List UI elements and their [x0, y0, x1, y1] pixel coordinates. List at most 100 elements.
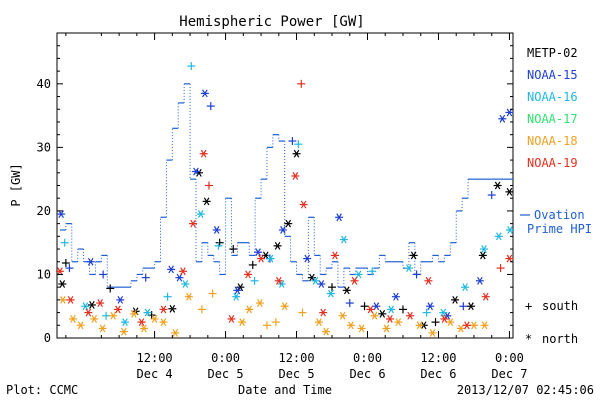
north-marker: [317, 280, 326, 288]
x-tick-label-time: 12:00: [420, 351, 456, 365]
north-marker: [199, 149, 208, 158]
legend-entry: NOAA-16: [527, 90, 578, 104]
south-marker: [102, 311, 111, 320]
north-marker: [338, 311, 347, 320]
north-marker: [505, 254, 514, 263]
north-marker: [330, 251, 339, 260]
south-marker: [328, 283, 337, 292]
south-marker: [187, 62, 196, 71]
south-marker: [294, 140, 303, 149]
north-marker: [382, 324, 391, 333]
south-marker: [298, 308, 307, 317]
x-tick-label-time: 0:00: [495, 351, 524, 365]
north-marker: [461, 283, 470, 292]
north-marker: [394, 318, 403, 327]
north-marker: [469, 321, 478, 330]
north-marker: [236, 283, 245, 292]
north-marker: [342, 286, 351, 295]
north-marker: [426, 302, 435, 311]
south-marker: [262, 321, 271, 330]
north-marker: [481, 292, 490, 301]
south-marker: [60, 238, 69, 247]
south-marker: [288, 137, 297, 146]
y-axis: 0 10 20 30 40: [37, 32, 513, 345]
south-marker: [297, 79, 306, 88]
north-marker: [178, 267, 187, 276]
x-tick-label-date: Dec 5: [278, 367, 314, 381]
north-marker: [171, 328, 180, 337]
north-marker: [168, 304, 177, 313]
north-marker: [254, 248, 263, 257]
north-marker: [58, 280, 67, 288]
south-marker: [487, 191, 496, 200]
south-marker: [248, 260, 257, 269]
north-marker: [409, 251, 418, 260]
north-marker: [55, 267, 64, 276]
north-marker: [440, 315, 449, 323]
north-marker: [404, 264, 413, 273]
north-marker: [58, 295, 67, 304]
north-marker: [196, 210, 205, 219]
north-marker: [451, 295, 460, 304]
north-marker: [505, 187, 514, 196]
y-tick-label: 40: [37, 77, 51, 91]
north-marker: [370, 311, 379, 320]
north-marker: [137, 318, 146, 327]
north-marker: [462, 321, 471, 330]
south-marker: [65, 264, 74, 273]
legend-entry: NOAA-18: [527, 134, 578, 148]
north-marker: [255, 299, 264, 307]
north-marker: [189, 219, 198, 228]
north-marker: [227, 315, 236, 323]
x-tick-label-date: Dec 7: [491, 367, 527, 381]
north-marker: [335, 213, 344, 222]
north-marker: [116, 295, 125, 304]
satellite-markers: [55, 62, 515, 337]
ovation-legend-label-1: Ovation: [534, 208, 585, 222]
north-marker: [191, 167, 200, 176]
north-marker: [159, 318, 168, 327]
north-marker: [446, 318, 455, 327]
plot-credit: Plot: CCMC: [6, 383, 78, 397]
north-marker: [339, 235, 348, 244]
south-marker: [163, 292, 172, 301]
north-marker: [307, 273, 316, 282]
north-marker: [505, 108, 514, 117]
y-tick-label: 30: [37, 140, 51, 154]
south-marker: [106, 284, 115, 293]
south-marker: [422, 308, 431, 317]
north-marker: [415, 321, 424, 330]
north-marker: [233, 286, 242, 295]
south-marker-glyph: +: [525, 299, 532, 313]
north-marker: [326, 289, 335, 298]
north-marker: [273, 241, 282, 250]
north-marker: [277, 280, 286, 288]
north-marker: [387, 305, 396, 314]
x-tick-label-date: Dec 6: [349, 367, 385, 381]
north-marker: [266, 254, 275, 263]
north-marker: [456, 324, 465, 333]
north-marker: [96, 299, 105, 307]
south-marker: [141, 273, 150, 282]
north-marker: [84, 308, 93, 317]
north-marker: [475, 276, 484, 285]
ovation-legend-label-2: Prime HPI: [527, 222, 592, 236]
north-marker: [212, 226, 221, 234]
x-tick-label-time: 0:00: [211, 351, 240, 365]
y-tick-label: 10: [37, 267, 51, 281]
north-marker: [424, 276, 433, 285]
north-marker: [280, 302, 289, 311]
timestamp: 2013/12/07 02:45:06: [457, 383, 594, 397]
north-marker: [90, 315, 99, 323]
north-marker: [315, 318, 324, 327]
north-marker: [480, 321, 489, 330]
north-marker: [159, 305, 168, 314]
x-tick-label-date: Dec 4: [137, 367, 173, 381]
north-marker: [291, 172, 300, 180]
north-marker: [346, 321, 355, 330]
north-marker: [354, 270, 363, 279]
north-marker: [181, 280, 190, 288]
south-marker: [398, 305, 407, 314]
x-tick-label-time: 12:00: [278, 351, 314, 365]
